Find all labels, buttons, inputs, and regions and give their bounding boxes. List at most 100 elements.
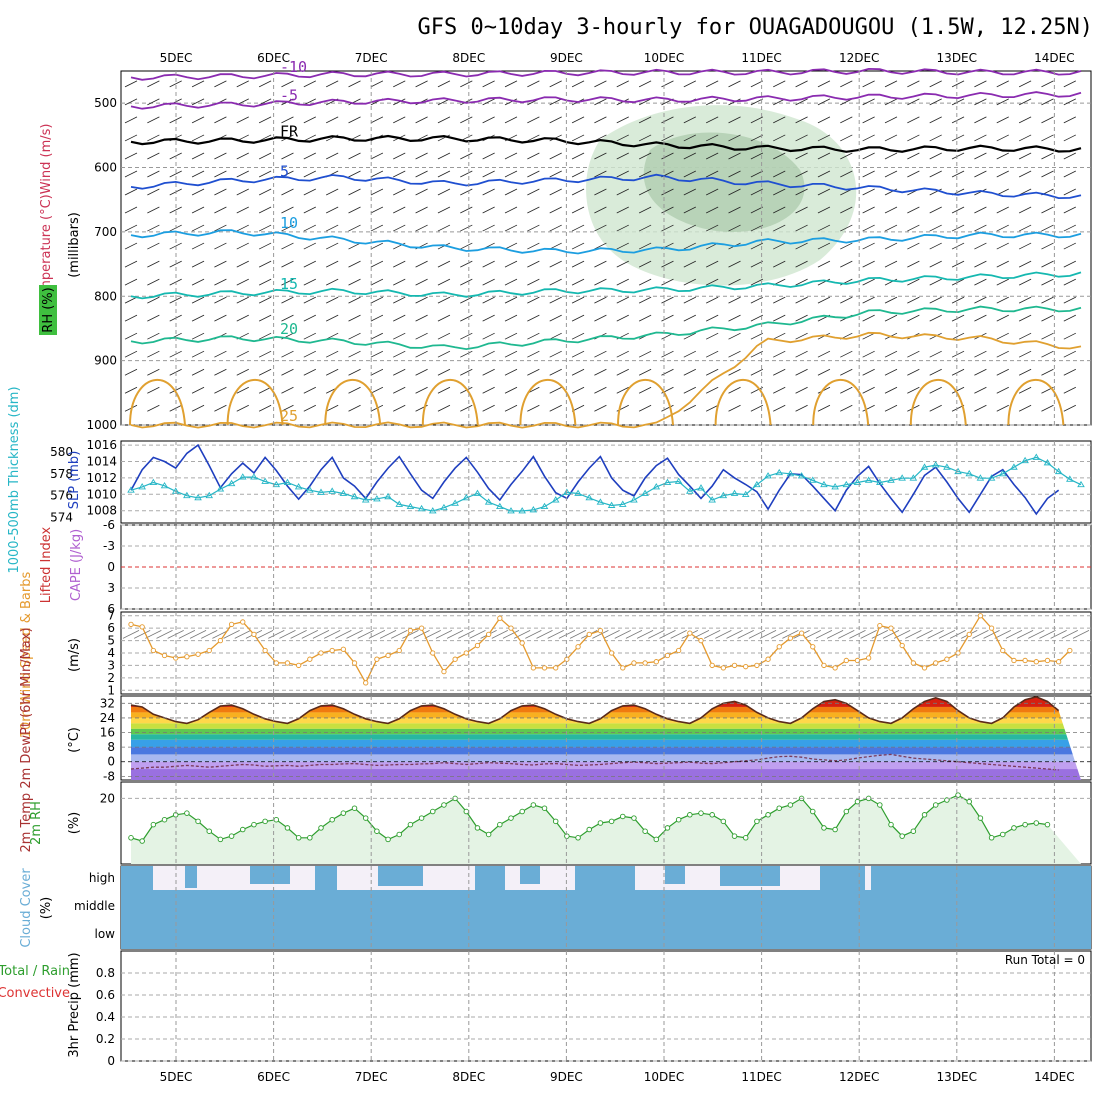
rh-point — [139, 838, 145, 844]
wind-barb — [1018, 80, 1032, 88]
wind-barb — [124, 332, 138, 340]
wind-barb — [705, 368, 719, 376]
wind-barb — [482, 98, 495, 106]
wind-barb — [281, 188, 294, 196]
surface-wind-barb — [670, 630, 687, 639]
wind-barb — [393, 404, 406, 412]
wind-barb — [236, 152, 249, 160]
wind-speed-point — [631, 660, 637, 666]
rh-point — [362, 815, 369, 821]
rh2m-ylabel: 2m RH — [29, 801, 44, 845]
wind-speed-point — [396, 647, 402, 654]
thickness-point — [194, 493, 202, 501]
isotherm-label: 20 — [280, 320, 298, 338]
precip-yunit: 3hr Precip (mm) — [67, 952, 82, 1057]
wind-speed-point — [988, 625, 995, 631]
wind-barb — [460, 296, 473, 304]
wind-barb — [236, 170, 249, 178]
wind-barb — [638, 98, 652, 106]
wind-barb — [325, 206, 339, 214]
wind-barb — [705, 296, 719, 304]
rh-point — [742, 835, 749, 841]
wind-barb — [303, 242, 317, 250]
wind-speed-point — [284, 660, 291, 666]
wind-barb — [773, 368, 786, 376]
wind-barb — [191, 278, 205, 286]
wind-barb — [281, 404, 294, 412]
wind-barb — [348, 260, 361, 268]
wind-barb — [594, 224, 607, 232]
temperature-loop — [1007, 379, 1065, 426]
wind-barb — [303, 116, 317, 124]
wind-barb — [728, 404, 741, 412]
thickness-point — [328, 487, 336, 494]
thickness-point — [808, 476, 817, 483]
surface-wind-barb — [737, 630, 754, 639]
wind-barb — [661, 350, 674, 358]
wind-barb — [571, 368, 585, 376]
surface-wind-barb — [234, 630, 251, 639]
wind-barb — [191, 116, 205, 124]
wind-barb — [817, 296, 831, 304]
surface-wind-barb — [435, 630, 453, 639]
cloud-high-bar — [378, 866, 423, 886]
wind-barb — [460, 152, 473, 160]
thickness-point — [261, 477, 269, 484]
wind-barb — [638, 368, 652, 376]
wind-barb — [527, 350, 540, 358]
thickness-point — [697, 484, 705, 491]
wind-barb — [482, 260, 495, 268]
wind-barb — [258, 206, 272, 214]
wind-barb — [571, 170, 585, 178]
wind-barb — [996, 404, 1009, 412]
wind-speed-point — [150, 647, 157, 654]
rh2m-yunit: (%) — [67, 812, 82, 835]
wind-barb — [303, 206, 317, 214]
slp-ylabel: SLP (mb) — [67, 451, 82, 510]
cape-layer: -6 -3 0 3 6 — [103, 518, 1091, 616]
rh-point — [754, 818, 760, 825]
wind-barb — [638, 224, 652, 232]
wind-barb — [147, 80, 160, 88]
wind-barb — [951, 80, 965, 88]
wind-barb — [549, 296, 562, 304]
wind-barb — [482, 278, 495, 286]
wind-barb — [974, 260, 987, 268]
wind-barb — [415, 152, 428, 160]
wind-barb — [638, 188, 652, 196]
wind-speed-point — [832, 665, 838, 671]
wind-barb — [862, 296, 875, 304]
wind-barb — [661, 206, 674, 214]
wind-speed-point — [1044, 657, 1051, 664]
wind-barb — [750, 404, 764, 412]
wind-barb — [393, 260, 406, 268]
wind-speed-point — [340, 646, 347, 652]
rh-point — [765, 812, 771, 818]
wind-barb — [1041, 152, 1054, 160]
wind-barb — [549, 260, 562, 268]
wind-barb — [303, 188, 317, 196]
thickness-point — [417, 504, 426, 512]
wind-barb — [884, 206, 898, 214]
temp2m-ylabel: 2m Temp 2m DewPt (6hr Min/Max) — [19, 627, 34, 852]
wind-barb — [348, 188, 361, 196]
surface-wind-barb — [178, 630, 196, 639]
wind-barb — [348, 206, 361, 214]
wind-speed-point — [240, 619, 246, 625]
wind-barb — [460, 206, 473, 214]
surface-wind-barb — [379, 630, 397, 639]
surface-wind-barb — [145, 630, 162, 639]
slp-line — [130, 443, 1060, 516]
wind-speed-point — [474, 642, 481, 649]
wind-barb — [1063, 116, 1077, 124]
cloud-high-bar — [131, 866, 153, 890]
wind-barb — [951, 368, 965, 376]
wind-speed-point — [608, 650, 615, 656]
wind-barb — [728, 332, 741, 340]
temp-tick: 8 — [107, 740, 115, 754]
wind-barb — [325, 296, 339, 304]
thickness-point — [663, 478, 672, 485]
rh-point — [687, 812, 693, 818]
thickness-point — [160, 481, 169, 489]
temperature-loop — [812, 379, 870, 426]
